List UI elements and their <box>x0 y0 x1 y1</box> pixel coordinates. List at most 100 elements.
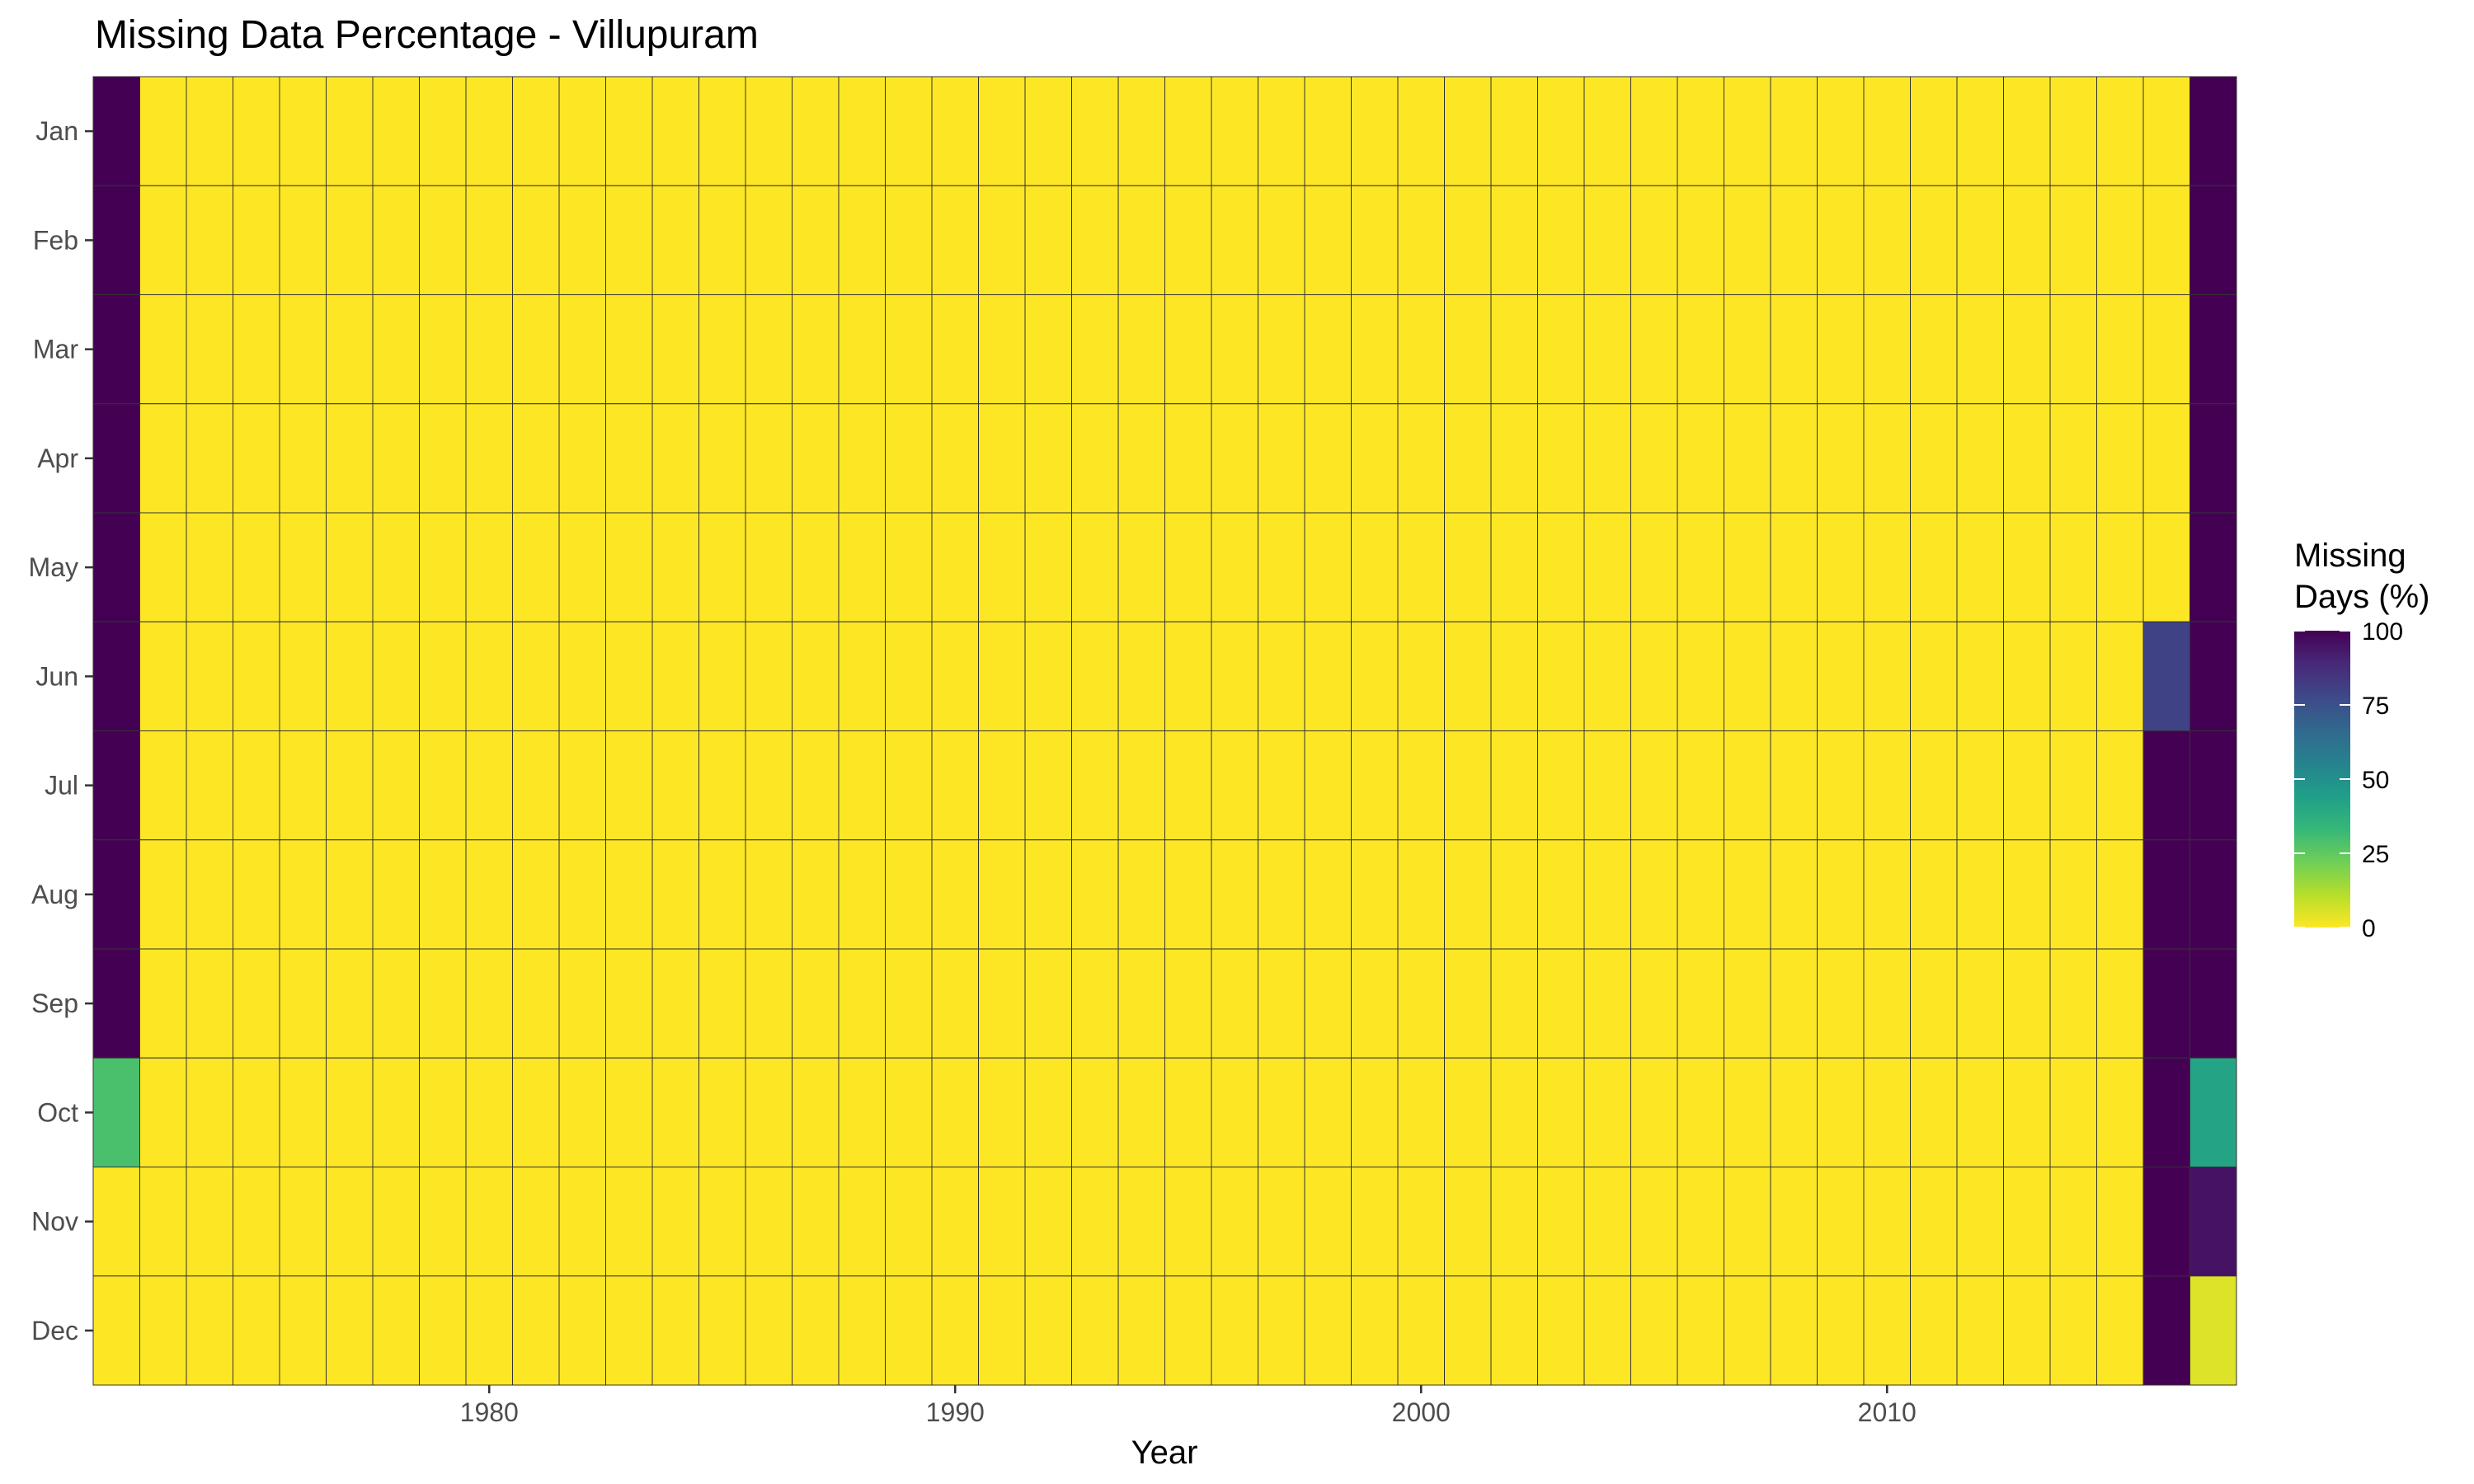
heatmap-cell <box>885 185 933 295</box>
heatmap-cell <box>605 294 653 405</box>
heatmap-cell <box>419 839 467 950</box>
heatmap-cell <box>1956 839 2004 950</box>
heatmap-cell <box>2189 1057 2237 1167</box>
heatmap-cell <box>233 1275 280 1386</box>
heatmap-cell <box>1397 839 1445 950</box>
heatmap-cell <box>1863 1275 1911 1386</box>
heatmap-cell <box>651 403 699 514</box>
heatmap-cell <box>605 76 653 186</box>
heatmap-cell <box>2189 294 2237 405</box>
heatmap-cell <box>698 1057 746 1167</box>
heatmap-cell <box>1490 185 1538 295</box>
heatmap-cell <box>1351 839 1399 950</box>
heatmap-cell <box>139 948 187 1059</box>
heatmap-cell <box>698 730 746 841</box>
heatmap-cell <box>1817 1057 1865 1167</box>
heatmap-cell <box>2096 730 2144 841</box>
heatmap-cell <box>1258 76 1305 186</box>
heatmap-cell <box>838 839 886 950</box>
heatmap-cell <box>1630 294 1678 405</box>
heatmap-cell <box>1677 948 1724 1059</box>
heatmap-cell <box>1583 621 1631 731</box>
heatmap-cell <box>792 185 840 295</box>
heatmap-cell <box>2142 1275 2190 1386</box>
heatmap-cell <box>2142 839 2190 950</box>
heatmap-cell <box>1724 403 1771 514</box>
heatmap-cell <box>2189 512 2237 622</box>
heatmap-cell <box>651 185 699 295</box>
heatmap-cell <box>838 185 886 295</box>
heatmap-cell <box>1863 730 1911 841</box>
heatmap-cell <box>279 512 327 622</box>
heatmap-cell <box>1537 730 1585 841</box>
heatmap-cell <box>1817 621 1865 731</box>
heatmap-cell <box>651 512 699 622</box>
heatmap-cell <box>1258 1057 1305 1167</box>
heatmap-cell <box>2142 621 2190 731</box>
heatmap-cell <box>512 76 560 186</box>
heatmap-cell <box>1351 512 1399 622</box>
heatmap-cell <box>419 76 467 186</box>
heatmap-cell <box>92 185 140 295</box>
heatmap-cell <box>1024 185 1072 295</box>
heatmap-cell <box>978 948 1026 1059</box>
heatmap-cell <box>1071 621 1119 731</box>
heatmap-cell <box>1071 512 1119 622</box>
heatmap-cell <box>1397 730 1445 841</box>
heatmap-cell <box>1630 730 1678 841</box>
heatmap-cell <box>2003 76 2051 186</box>
heatmap-cell <box>792 512 840 622</box>
heatmap-cell <box>1863 1167 1911 1277</box>
heatmap-cell <box>1770 403 1818 514</box>
heatmap-cell <box>838 621 886 731</box>
heatmap-cell <box>1910 948 1958 1059</box>
heatmap-cell <box>2189 948 2237 1059</box>
legend-tick-label: 75 <box>2362 693 2389 720</box>
heatmap-cell <box>233 730 280 841</box>
heatmap-cell <box>1817 294 1865 405</box>
y-tick-label: Jan <box>35 116 78 146</box>
heatmap-cell <box>931 294 979 405</box>
heatmap-cell <box>2003 1275 2051 1386</box>
heatmap-cell <box>92 294 140 405</box>
heatmap-cell <box>326 730 374 841</box>
heatmap-cell <box>885 76 933 186</box>
heatmap-cell <box>1490 730 1538 841</box>
heatmap-cell <box>1583 730 1631 841</box>
heatmap-cell <box>1677 1275 1724 1386</box>
heatmap-cell <box>1164 1275 1212 1386</box>
heatmap-cell <box>1164 185 1212 295</box>
heatmap-cell <box>1910 403 1958 514</box>
heatmap-cell <box>1211 294 1258 405</box>
heatmap-cell <box>1211 1275 1258 1386</box>
heatmap-cell <box>1910 512 1958 622</box>
heatmap-cell <box>1258 185 1305 295</box>
heatmap-cell <box>139 621 187 731</box>
heatmap-cell <box>139 185 187 295</box>
heatmap-cell <box>1863 76 1911 186</box>
color-legend: Missing Days (%) 100 75 50 25 0 <box>2294 538 2429 942</box>
heatmap-cell <box>92 839 140 950</box>
heatmap-cell <box>186 512 233 622</box>
heatmap-cell <box>792 76 840 186</box>
heatmap-cell <box>698 948 746 1059</box>
heatmap-cell <box>512 1167 560 1277</box>
heatmap-cell <box>1211 512 1258 622</box>
heatmap-cell <box>1258 948 1305 1059</box>
heatmap-cell <box>1211 1167 1258 1277</box>
heatmap-cell <box>1770 730 1818 841</box>
heatmap-cell <box>372 76 420 186</box>
heatmap-cell <box>1024 512 1072 622</box>
heatmap-cell <box>465 185 513 295</box>
heatmap-cell <box>651 730 699 841</box>
heatmap-cell <box>558 403 606 514</box>
heatmap-cell <box>326 621 374 731</box>
heatmap-cell <box>978 512 1026 622</box>
heatmap-cell <box>1211 403 1258 514</box>
heatmap-cell <box>233 185 280 295</box>
heatmap-cell <box>558 948 606 1059</box>
heatmap-cell <box>1537 403 1585 514</box>
heatmap-cell <box>186 1057 233 1167</box>
heatmap-cell <box>1071 1167 1119 1277</box>
heatmap-cell <box>838 948 886 1059</box>
